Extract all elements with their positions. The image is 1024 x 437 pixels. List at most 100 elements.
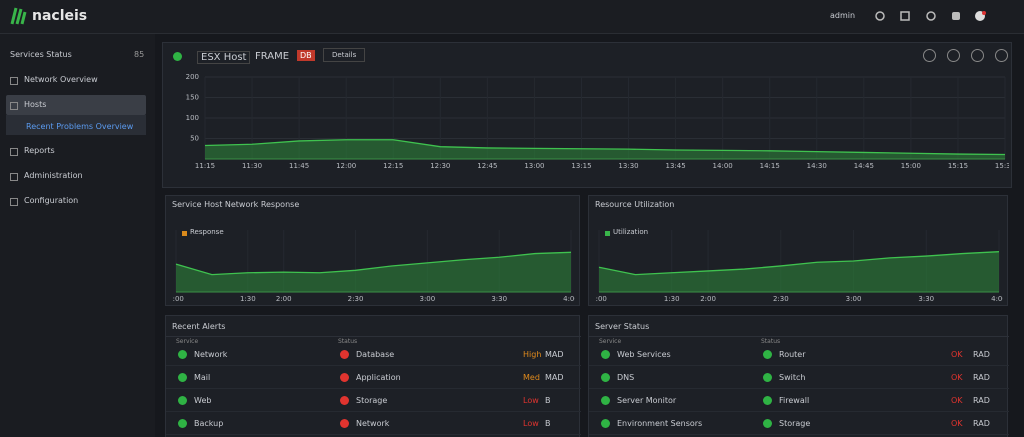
sidebar-item[interactable]: Network Overview <box>24 75 98 84</box>
row-name[interactable]: Web <box>194 396 212 405</box>
row-rule <box>166 365 581 366</box>
row-name[interactable]: Backup <box>194 419 224 428</box>
status-dot <box>763 350 772 359</box>
main-panel: ESX Host FRAME DB Details 50 100 150 200 11:15 11… <box>162 42 1012 188</box>
row-name[interactable]: Switch <box>779 373 806 382</box>
x-tick-label: 11:15 <box>195 162 215 170</box>
x-tick-label: 13:15 <box>571 162 591 170</box>
x-tick-label: 1:30 <box>240 295 256 303</box>
chart: 1:00 1:30 2:00 2:30 3:00 3:30 4:00 <box>172 230 575 303</box>
x-tick-label: 12:15 <box>383 162 403 170</box>
row-name[interactable]: Server Monitor <box>617 396 677 405</box>
legend-label: Response <box>190 228 224 236</box>
row-name[interactable]: Environment Sensors <box>617 419 703 428</box>
sidebar-sub-bg <box>6 115 146 135</box>
panel-icon[interactable] <box>923 49 936 62</box>
x-tick-label: 13:00 <box>524 162 544 170</box>
row-level: High <box>523 350 542 359</box>
status-dot <box>601 373 610 382</box>
sidebar-icon <box>10 173 18 181</box>
row-level: OK <box>951 373 963 382</box>
brand: nacleis <box>32 8 88 24</box>
row-name[interactable]: Application <box>356 373 401 382</box>
status-dot <box>601 396 610 405</box>
panel-icon[interactable] <box>995 49 1008 62</box>
x-tick-label: 3:30 <box>918 295 934 303</box>
row-name[interactable]: Storage <box>779 419 811 428</box>
row-code: MAD <box>545 350 564 359</box>
mini-title: Resource Utilization <box>595 200 675 209</box>
sidebar-icon <box>10 148 18 156</box>
x-tick-label: 15:15 <box>948 162 968 170</box>
sidebar-active <box>6 95 146 115</box>
status-dot <box>178 419 187 428</box>
column-header: Service <box>599 338 622 345</box>
row-name[interactable]: Web Services <box>617 350 671 359</box>
legend-label: Utilization <box>613 228 649 236</box>
x-tick-label: 2:30 <box>773 295 789 303</box>
table-title: Server Status <box>595 322 650 331</box>
column-header: Status <box>338 338 358 345</box>
row-rule <box>166 388 581 389</box>
x-tick-label: 13:45 <box>665 162 685 170</box>
toolbar-icons <box>875 11 986 21</box>
chart: 1:00 1:30 2:00 2:30 3:00 3:30 4:00 <box>595 230 1003 303</box>
sidebar-item[interactable]: Hosts <box>24 100 47 109</box>
sidebar-icon <box>10 77 18 85</box>
x-tick-label: 3:00 <box>846 295 862 303</box>
status-dot <box>601 350 610 359</box>
area-line <box>175 251 572 276</box>
x-tick-label: 3:30 <box>491 295 507 303</box>
sidebar-item[interactable]: Reports <box>24 146 55 155</box>
column-header: Status <box>761 338 781 345</box>
x-tick-label: 14:15 <box>760 162 780 170</box>
row-name[interactable]: Network <box>194 350 228 359</box>
row-name[interactable]: Database <box>356 350 395 359</box>
status-dot <box>178 396 187 405</box>
sidebar-title: Services Status <box>10 50 72 59</box>
area <box>599 251 999 292</box>
row-rule <box>166 411 581 412</box>
sidebar-item[interactable]: Recent Problems Overview <box>26 122 134 131</box>
row-level: Med <box>523 373 540 382</box>
panel-icon[interactable] <box>971 49 984 62</box>
area <box>176 252 571 292</box>
row-code: RAD <box>973 373 990 382</box>
row-name[interactable]: Storage <box>356 396 388 405</box>
y-tick-label: 100 <box>186 114 199 122</box>
row-name[interactable]: Router <box>779 350 806 359</box>
status-dot <box>340 350 349 359</box>
user-name[interactable]: admin <box>830 11 856 20</box>
table-title: Recent Alerts <box>172 322 226 331</box>
status-dot <box>763 396 772 405</box>
status-dot <box>763 373 772 382</box>
status-dot <box>173 52 182 61</box>
row-level: OK <box>951 350 963 359</box>
x-tick-label: 13:30 <box>618 162 638 170</box>
main-tag: DB <box>297 50 315 61</box>
mini-panel: Resource Utilization Utilization 1:00 1:30 2… <box>588 195 1008 306</box>
x-tick-label: 14:00 <box>713 162 733 170</box>
row-name[interactable]: DNS <box>617 373 635 382</box>
row-name[interactable]: Firewall <box>779 396 810 405</box>
panel-icon[interactable] <box>947 49 960 62</box>
row-name[interactable]: Mail <box>194 373 211 382</box>
x-tick-label: 14:30 <box>807 162 827 170</box>
table-rule <box>166 336 581 337</box>
area-line <box>598 251 1000 276</box>
x-tick-label: 2:30 <box>348 295 364 303</box>
column-header: Service <box>176 338 199 345</box>
row-level: OK <box>951 419 963 428</box>
row-rule <box>166 434 581 435</box>
row-rule <box>589 365 1009 366</box>
row-name[interactable]: Network <box>356 419 390 428</box>
sidebar-item[interactable]: Administration <box>24 171 83 180</box>
chart: 50 100 150 200 11:15 11:30 11:45 12:00 12:15 12:3… <box>186 73 1009 170</box>
sidebar-item[interactable]: Configuration <box>24 196 79 205</box>
details-button[interactable]: Details <box>323 48 366 62</box>
row-code: B <box>545 396 551 405</box>
y-tick-label: 150 <box>186 94 199 102</box>
x-tick-label: 1:00 <box>595 295 607 303</box>
status-dot <box>601 419 610 428</box>
status-dot <box>340 419 349 428</box>
